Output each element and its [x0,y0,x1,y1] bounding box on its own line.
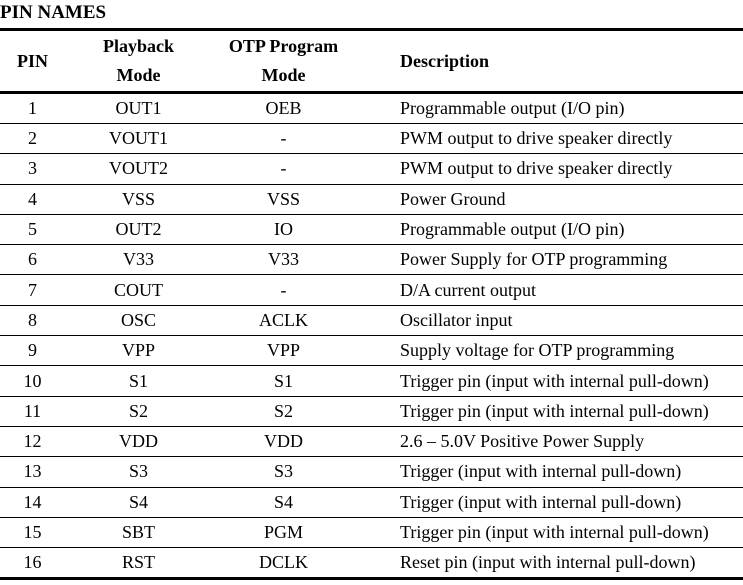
cell-playback-mode: VOUT2 [65,153,212,185]
table-row: 3 VOUT2- PWM output to drive speaker direc… [0,153,743,185]
cell-otp-program-mode: - [212,123,355,155]
cell-pin: 9 [0,335,65,367]
table-row: 9 VPP VPP Supply voltage for OTP programmin… [0,335,743,367]
header-otp-line1: OTP Program [228,36,339,56]
table-row: 15 SBT PGM Trigger pin (input with internal… [0,517,743,549]
cell-description: Programmable output (I/O pin) [355,92,743,124]
cell-playback-mode: VDD [65,426,212,458]
table-row: 12 VDD VDD 2.6 – 5.0V Positive Power Supply [0,426,743,458]
cell-otp-program-mode: S1 [212,365,355,397]
header-playback-line1: Playback [102,36,174,56]
table-row: 4 VSS VSS Power Ground [0,184,743,215]
cell-playback-mode: S3 [65,456,212,488]
cell-pin: 1 [0,92,65,124]
cell-otp-program-mode: DCLK [212,547,355,581]
cell-playback-mode: COUT [65,274,212,306]
table-row: 8 OSC ACLK Oscillator input [0,305,743,337]
cell-pin: 11 [0,396,65,427]
cell-pin: 7 [0,274,65,306]
cell-pin: 4 [0,184,65,215]
cell-pin: 12 [0,426,65,458]
cell-pin: 2 [0,123,65,155]
cell-playback-mode: RST [65,547,212,581]
header-playback-mode: Playback Mode [65,28,212,94]
cell-otp-program-mode: PGM [212,517,355,549]
cell-description: Oscillator input [355,305,743,337]
cell-playback-mode: VPP [65,335,212,367]
cell-otp-program-mode: S4 [212,487,355,518]
table-row: 5 OUT2 IO Programmable output (I/O pin) [0,214,743,246]
cell-description: Trigger pin (input with internal pull-do… [355,365,743,397]
cell-playback-mode: SBT [65,517,212,549]
cell-description: Power Supply for OTP programming [355,244,743,276]
table-row: 7 COUT - D/A current output [0,274,743,306]
cell-description: Trigger (input with internal pull-down) [355,487,743,518]
table-row: 6 V33 V33 Power Supply for OTP programming [0,244,743,276]
cell-pin: 3 [0,153,65,185]
section-title: PIN NAMES [0,2,107,23]
header-otp-line2: Mode [261,65,306,85]
cell-description: D/A current output [355,274,743,306]
cell-playback-mode: OUT2 [65,214,212,246]
cell-description: 2.6 – 5.0V Positive Power Supply [355,426,743,458]
cell-pin: 13 [0,456,65,488]
header-pin: PIN [0,28,65,94]
cell-otp-program-mode: VSS [212,184,355,215]
table-row: 1 OUT1 OEB Programmable output (I/O pin) [0,92,743,124]
pin-names-table: PIN Playback Mode OTP Program Mode Descr… [0,28,743,581]
cell-otp-program-mode: VPP [212,335,355,367]
cell-otp-program-mode: ACLK [212,305,355,337]
table-body: 1 OUT1 OEB Programmable output (I/O pin) 2 VO… [0,92,743,581]
cell-pin: 16 [0,547,65,581]
table-row: 2 VOUT1- PWM output to drive speaker direc… [0,123,743,155]
cell-description: Supply voltage for OTP programming [355,335,743,367]
table-row: 13 S3 S3 Trigger (input with internal pull-… [0,456,743,488]
cell-description: Trigger pin (input with internal pull-do… [355,517,743,549]
cell-pin: 10 [0,365,65,397]
header-playback-line2: Mode [116,65,161,85]
cell-otp-program-mode: S2 [212,396,355,427]
cell-description: Programmable output (I/O pin) [355,214,743,246]
cell-playback-mode: VSS [65,184,212,215]
cell-playback-mode: OSC [65,305,212,337]
cell-playback-mode: V33 [65,244,212,276]
cell-otp-program-mode: OEB [212,92,355,124]
cell-description: PWM output to drive speaker directly [355,123,743,155]
header-otp-program-mode: OTP Program Mode [212,28,355,94]
cell-playback-mode: S4 [65,487,212,518]
table-row: 10 S1 S1 Trigger pin (input with internal p… [0,365,743,397]
cell-pin: 14 [0,487,65,518]
table-header: PIN Playback Mode OTP Program Mode Descr… [0,28,743,94]
header-row: PIN Playback Mode OTP Program Mode Descr… [0,28,743,94]
cell-description: PWM output to drive speaker directly [355,153,743,185]
table-row: 14 S4 S4 Trigger (input with internal pull-… [0,487,743,518]
cell-otp-program-mode: V33 [212,244,355,276]
cell-description: Reset pin (input with internal pull-down… [355,547,743,581]
cell-otp-program-mode: VDD [212,426,355,458]
cell-pin: 6 [0,244,65,276]
table-row: 16 RST DCLK Reset pin (input with internal … [0,547,743,581]
cell-playback-mode: S2 [65,396,212,427]
cell-otp-program-mode: IO [212,214,355,246]
cell-otp-program-mode: S3 [212,456,355,488]
cell-playback-mode: S1 [65,365,212,397]
cell-pin: 5 [0,214,65,246]
cell-playback-mode: VOUT1 [65,123,212,155]
cell-pin: 15 [0,517,65,549]
cell-playback-mode: OUT1 [65,92,212,124]
header-description: Description [355,28,743,94]
table-row: 11 S2 S2 Trigger pin (input with internal p… [0,396,743,427]
cell-description: Trigger (input with internal pull-down) [355,456,743,488]
cell-pin: 8 [0,305,65,337]
cell-otp-program-mode: - [212,274,355,306]
cell-description: Trigger pin (input with internal pull-do… [355,396,743,427]
cell-otp-program-mode: - [212,153,355,185]
cell-description: Power Ground [355,184,743,215]
